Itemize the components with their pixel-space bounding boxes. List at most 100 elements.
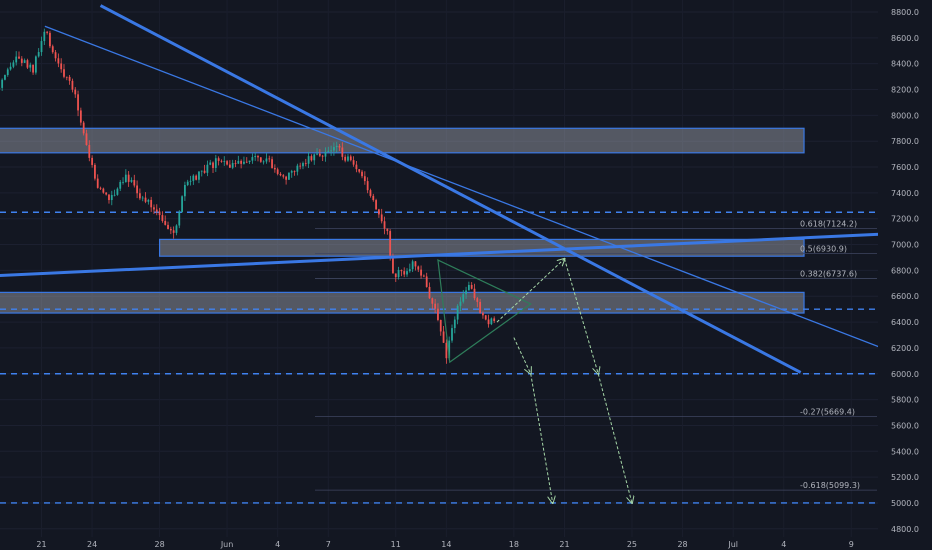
y-tick-label: 5600.0 (891, 421, 919, 430)
candle-body (302, 163, 304, 167)
candle-body (158, 211, 161, 216)
candle-body (110, 195, 113, 201)
candle-body (465, 290, 467, 295)
candle-body (341, 147, 344, 157)
candle-body (487, 319, 490, 325)
candle-body (344, 156, 347, 161)
fib-label: -0.27(5669.4) (800, 407, 855, 416)
candle-body (172, 230, 175, 233)
projection-arrow (513, 337, 531, 374)
candle-body (234, 163, 237, 164)
candle-body (209, 162, 212, 165)
candle-body (15, 56, 18, 63)
candle-body (226, 161, 228, 165)
candle-body (338, 145, 341, 148)
candle-body (304, 163, 307, 164)
x-tick-label: 9 (849, 540, 854, 549)
y-tick-label: 7800.0 (891, 137, 919, 146)
candle-body (285, 176, 288, 180)
candle-body (243, 161, 245, 164)
projection-arrow (530, 373, 553, 503)
candles-layer (0, 28, 496, 364)
candle-body (321, 155, 324, 157)
candle-body (316, 153, 318, 155)
candle-body (116, 188, 119, 195)
candle-body (43, 31, 46, 42)
candle-body (459, 301, 462, 306)
candle-body (99, 187, 102, 189)
candle-body (175, 225, 178, 233)
candle-body (23, 60, 26, 63)
x-tick-label: 24 (87, 540, 97, 549)
zones-layer (0, 127, 805, 314)
candle-body (34, 56, 37, 73)
fib-label: 0.618(7124.2) (800, 220, 857, 229)
candle-body (102, 188, 105, 193)
triangle-layer (437, 259, 532, 364)
candle-body (37, 52, 40, 57)
y-tick-label: 5000.0 (891, 499, 919, 508)
candle-body (139, 193, 141, 199)
candle-body (195, 175, 198, 180)
candle-body (363, 176, 366, 182)
candle-body (189, 180, 192, 182)
fib-label: 0.5(6930.9) (800, 244, 847, 253)
candle-body (77, 94, 79, 111)
zone-box (0, 291, 805, 314)
candle-body (380, 214, 383, 222)
candle-body (63, 69, 65, 77)
candle-body (91, 157, 94, 165)
candle-body (327, 150, 330, 152)
candle-body (206, 164, 209, 173)
candle-body (445, 342, 448, 359)
candle-body (476, 298, 479, 302)
candle-body (307, 156, 310, 164)
candle-body (122, 181, 124, 183)
projection-arrow (563, 258, 598, 374)
candle-body (245, 161, 248, 163)
y-tick-label: 6600.0 (891, 292, 919, 301)
candle-body (462, 294, 465, 302)
candle-body (318, 153, 321, 156)
candle-body (456, 305, 459, 320)
candle-body (403, 271, 406, 275)
candle-body (240, 160, 243, 164)
candle-body (144, 197, 147, 202)
candle-body (299, 165, 302, 167)
candle-body (273, 167, 276, 170)
candle-body (105, 192, 108, 195)
candle-body (425, 276, 428, 287)
candle-body (352, 160, 355, 165)
candle-body (290, 171, 293, 173)
y-tick-label: 5400.0 (891, 447, 919, 456)
candle-body (1, 79, 4, 88)
candle-body (9, 66, 12, 70)
candle-body (372, 195, 375, 201)
x-tick-label: Jun (220, 540, 234, 549)
candle-body (490, 318, 493, 325)
x-tick-label: 4 (781, 540, 786, 549)
candle-body (181, 196, 183, 213)
candle-body (448, 340, 451, 359)
candle-body (124, 174, 127, 182)
candle-body (420, 269, 422, 276)
candle-body (271, 159, 273, 168)
candle-body (482, 312, 484, 316)
trendline (44, 25, 932, 368)
candle-body (296, 165, 299, 172)
candle-body (378, 209, 380, 215)
zone-box (0, 127, 805, 154)
candle-body (220, 160, 223, 162)
y-tick-label: 8200.0 (891, 86, 919, 95)
x-tick-label: Jul (727, 540, 738, 549)
candle-body (386, 228, 389, 232)
y-tick-label: 7000.0 (891, 241, 919, 250)
x-tick-label: 4 (275, 540, 280, 549)
candle-body (88, 145, 91, 158)
y-tick-label: 6400.0 (891, 318, 919, 327)
candle-body (361, 171, 363, 177)
candle-body (29, 64, 32, 68)
candle-body (32, 64, 34, 73)
candle-body (203, 170, 206, 173)
